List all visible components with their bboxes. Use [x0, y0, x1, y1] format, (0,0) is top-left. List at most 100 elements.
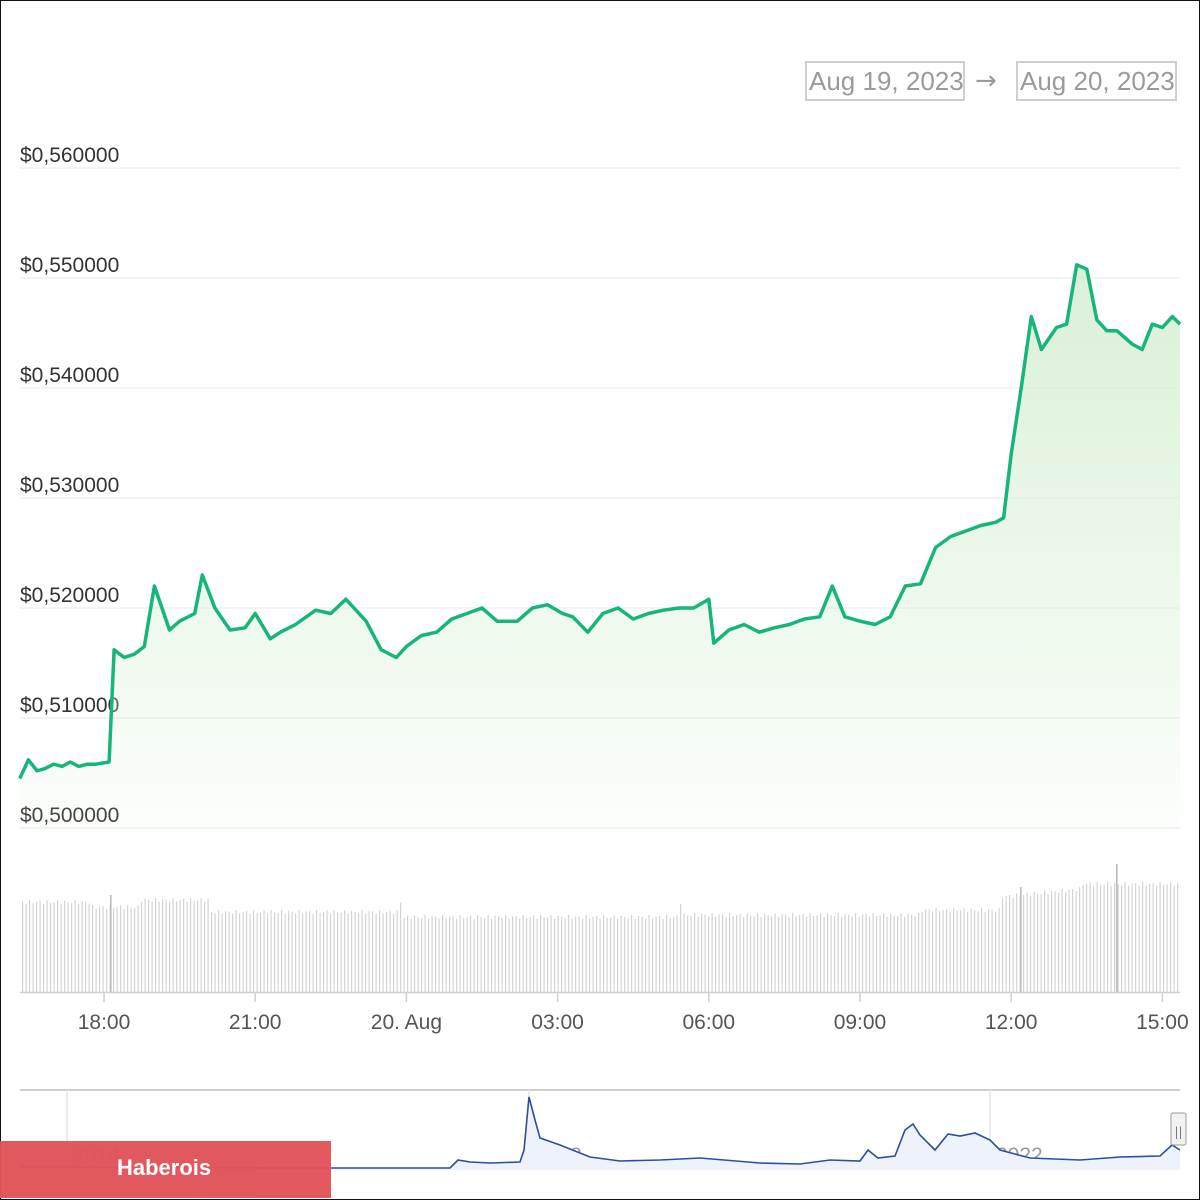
- volume-bar: [578, 916, 580, 992]
- volume-bar: [344, 910, 346, 992]
- volume-bar: [298, 910, 300, 992]
- volume-bar: [1023, 895, 1025, 992]
- volume-bar: [1100, 884, 1102, 992]
- volume-bar: [624, 917, 626, 992]
- volume-bar: [806, 916, 808, 992]
- volume-bar: [291, 911, 293, 992]
- y-tick-label: $0,520000: [20, 584, 119, 607]
- volume-bar: [967, 912, 969, 992]
- volume-bar: [715, 916, 717, 992]
- date-range-start-input[interactable]: Aug 19, 2023: [805, 61, 965, 101]
- volume-bar: [386, 912, 388, 992]
- x-tick-label: 21:00: [229, 1011, 282, 1034]
- volume-bar: [683, 913, 685, 992]
- volume-bar: [1082, 885, 1084, 992]
- volume-bar: [1093, 886, 1095, 992]
- volume-bar: [771, 916, 773, 992]
- volume-bar: [424, 915, 426, 992]
- volume-bar: [855, 913, 857, 992]
- volume-bar: [487, 915, 489, 992]
- volume-bar: [988, 909, 990, 992]
- volume-bar: [1072, 888, 1074, 992]
- volume-bar: [333, 910, 335, 992]
- volume-bar: [1065, 892, 1067, 992]
- volume-bar: [25, 903, 27, 992]
- volume-bar: [1079, 887, 1081, 992]
- volume-bar: [928, 909, 930, 992]
- volume-bar: [680, 904, 682, 992]
- volume-bar: [102, 906, 104, 992]
- volume-bar: [788, 916, 790, 992]
- volume-bar: [1163, 884, 1165, 992]
- volume-bar: [1166, 884, 1168, 992]
- volume-bar: [953, 908, 955, 992]
- volume-bar: [281, 910, 283, 992]
- volume-bar: [1103, 884, 1105, 992]
- volume-bar: [662, 918, 664, 992]
- volume-bar: [533, 915, 535, 992]
- volume-bar: [837, 913, 839, 992]
- volume-bar: [1047, 894, 1049, 992]
- volume-bar: [526, 918, 528, 992]
- volume-bar: [970, 908, 972, 992]
- volume-bar: [900, 913, 902, 992]
- volume-bar: [977, 911, 979, 992]
- volume-bar: [295, 913, 297, 992]
- volume-bar: [319, 913, 321, 992]
- price-area: [19, 264, 1180, 828]
- volume-bar: [617, 919, 619, 992]
- volume-bar: [57, 900, 59, 992]
- volume-bar: [1033, 892, 1035, 992]
- volume-bar: [694, 913, 696, 992]
- volume-bar: [844, 914, 846, 992]
- volume-bar: [963, 908, 965, 992]
- volume-bar: [337, 912, 339, 992]
- navigator-handle[interactable]: [1170, 1112, 1187, 1146]
- volume-bar: [858, 916, 860, 992]
- volume-bar: [522, 915, 524, 992]
- volume-bar: [375, 913, 377, 992]
- volume-bar: [1058, 892, 1060, 992]
- volume-bar: [834, 916, 836, 992]
- x-tick-label: 03:00: [531, 1011, 584, 1034]
- volume-bar: [323, 912, 325, 992]
- y-tick-label: $0,510000: [20, 694, 119, 717]
- volume-bar: [232, 913, 234, 992]
- volume-bar: [841, 916, 843, 992]
- volume-bar: [547, 917, 549, 992]
- volume-bar: [165, 899, 167, 992]
- volume-bar: [540, 915, 542, 992]
- volume-bar: [816, 915, 818, 992]
- volume-bar: [172, 898, 174, 992]
- volume-bar: [396, 910, 398, 992]
- price-line: [18, 263, 1182, 780]
- volume-bar: [785, 914, 787, 992]
- volume-bar: [29, 900, 31, 992]
- volume-bar: [207, 898, 209, 992]
- volume-bar: [1116, 864, 1118, 992]
- volume-bar: [596, 915, 598, 992]
- volume-bar: [708, 916, 710, 992]
- date-range-end-input[interactable]: Aug 20, 2023: [1016, 61, 1177, 101]
- volume-bar: [326, 910, 328, 992]
- volume-bar: [652, 918, 654, 992]
- volume-bar: [494, 915, 496, 992]
- volume-bar: [897, 915, 899, 992]
- volume-bar: [746, 913, 748, 992]
- volume-bar: [893, 915, 895, 992]
- volume-bar: [956, 910, 958, 992]
- volume-bar: [186, 902, 188, 992]
- volume-bar: [631, 915, 633, 992]
- volume-bar: [907, 913, 909, 992]
- volume-bar: [1173, 886, 1175, 992]
- volume-bar: [1128, 885, 1130, 992]
- volume-bar: [932, 911, 934, 992]
- volume-bar: [571, 918, 573, 992]
- volume-bar: [1110, 886, 1112, 992]
- volume-bar: [1005, 896, 1007, 992]
- volume-bar: [270, 910, 272, 992]
- volume-bar: [277, 913, 279, 992]
- volume-bar: [505, 915, 507, 992]
- date-range-arrow-icon: →: [975, 66, 997, 96]
